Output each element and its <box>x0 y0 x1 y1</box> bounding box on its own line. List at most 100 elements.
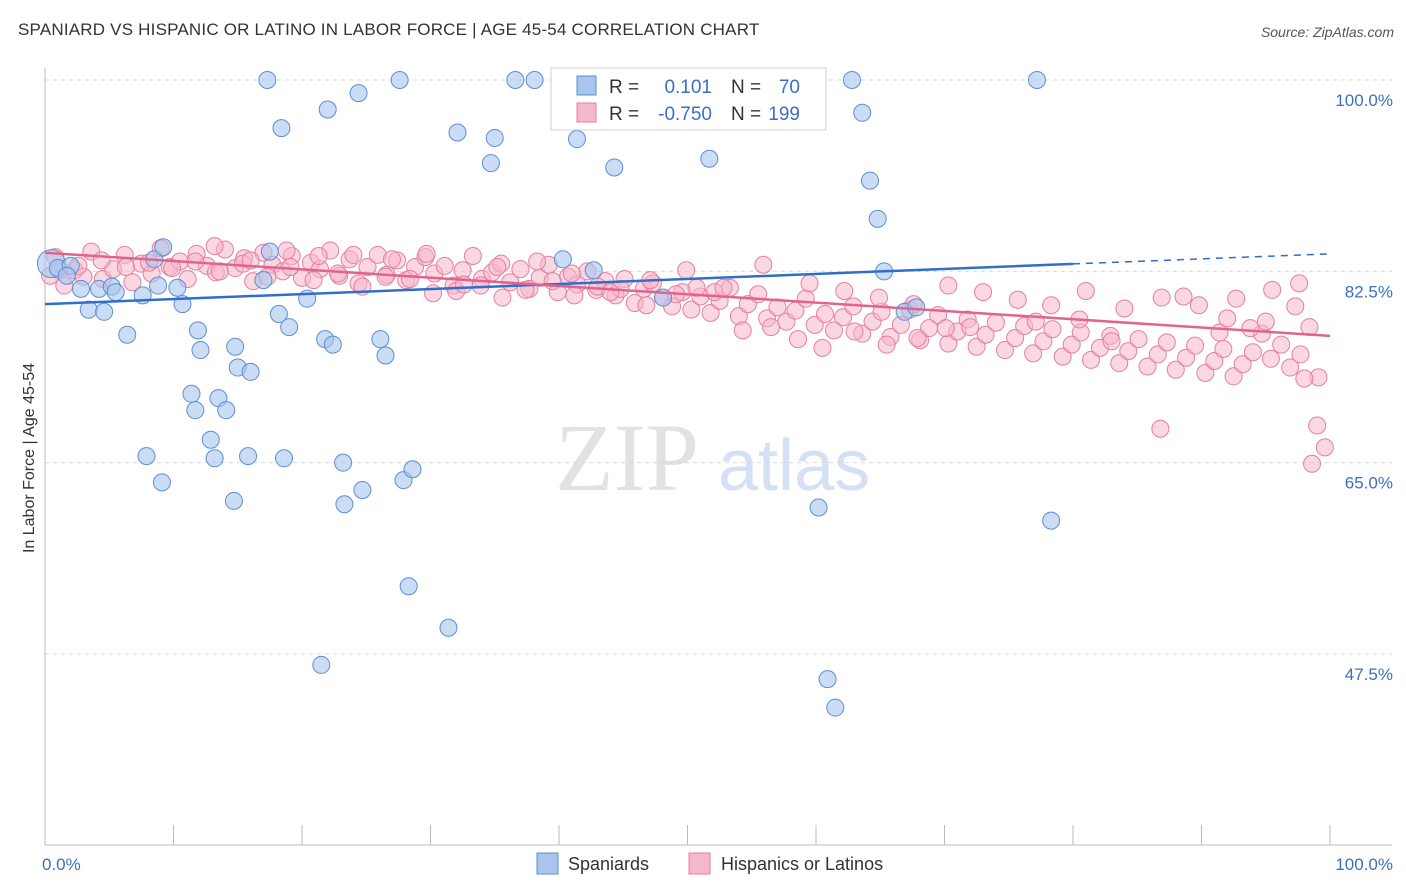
spaniard-point <box>481 154 500 173</box>
hispanic-point <box>92 251 111 270</box>
hispanic-point <box>986 313 1005 332</box>
spaniard-point <box>154 238 173 257</box>
hispanic-point <box>1315 438 1334 457</box>
spaniard-point <box>312 655 331 674</box>
hispanic-point <box>995 341 1014 360</box>
spaniard-point <box>275 449 294 468</box>
hispanic-point <box>562 264 581 283</box>
hispanic-point <box>511 260 530 279</box>
spaniard-point <box>1042 511 1061 530</box>
hispanic-points <box>41 237 1334 473</box>
spaniard-point <box>353 481 372 499</box>
spaniard-point <box>318 100 337 119</box>
spaniard-point <box>224 491 243 510</box>
hispanic-point <box>974 283 993 302</box>
hispanic-point <box>701 303 720 322</box>
hispanic-point <box>813 338 832 357</box>
spaniard-point <box>57 266 76 285</box>
hispanic-point <box>714 278 733 297</box>
hispanic-point <box>1042 296 1061 315</box>
y-tick-label: 82.5% <box>1345 282 1393 301</box>
hispanic-point <box>358 257 377 276</box>
hispanic-point <box>1174 287 1193 306</box>
hispanic-point <box>1263 280 1282 299</box>
hispanic-point <box>754 255 773 274</box>
hispanic-point <box>376 267 395 286</box>
spaniard-point <box>168 278 187 297</box>
series-legend-swatch-hispanics <box>688 852 711 875</box>
spaniard-point <box>205 449 224 468</box>
hispanic-point <box>939 276 958 295</box>
hispanic-point <box>824 321 843 340</box>
hispanic-point <box>877 335 896 354</box>
hispanic-point <box>961 318 980 337</box>
hispanic-point <box>1256 312 1275 331</box>
spaniard-point <box>371 330 390 349</box>
hispanic-point <box>835 282 854 301</box>
spaniard-point <box>485 128 504 147</box>
spaniard-point <box>853 103 872 122</box>
spaniard-point <box>182 384 201 403</box>
hispanic-point <box>1243 343 1262 362</box>
spaniard-point <box>188 321 207 340</box>
hispanic-point <box>309 247 328 266</box>
hispanic-trend-line <box>44 251 1331 338</box>
hispanic-point <box>967 337 986 356</box>
legend-r-label-1: R = <box>609 77 639 98</box>
hispanic-point <box>1241 319 1260 338</box>
hispanic-point <box>677 261 696 280</box>
spaniard-point <box>269 304 288 323</box>
hispanic-point <box>833 308 852 327</box>
spaniard-points <box>36 71 1061 717</box>
hispanic-point <box>733 321 752 340</box>
watermark-atlas: atlas <box>718 426 870 506</box>
hispanic-point <box>1006 329 1025 348</box>
hispanic-point <box>1129 330 1148 349</box>
spaniard-point <box>842 71 861 89</box>
hispanic-point <box>1148 345 1167 364</box>
hispanic-point <box>908 329 927 348</box>
hispanic-point <box>205 237 224 256</box>
tick-labels: 100.0% 82.5% 65.0% 47.5% 0.0% 100.0% <box>42 91 1393 874</box>
x-tick-label-min: 0.0% <box>42 855 81 874</box>
hispanic-point <box>1218 309 1237 328</box>
hispanic-point <box>601 283 620 302</box>
hispanic-point <box>1281 358 1300 377</box>
series-legend-label-spaniards: Spaniards <box>568 854 649 874</box>
spaniard-trend-extension <box>1072 253 1331 265</box>
spaniard-point <box>448 123 467 142</box>
hispanic-point <box>1119 342 1138 361</box>
spaniard-point <box>71 279 90 298</box>
hispanic-point <box>1295 369 1314 388</box>
hispanic-point <box>1110 354 1129 373</box>
spaniard-point <box>809 498 828 517</box>
hispanic-point <box>116 257 135 276</box>
hispanic-point <box>1115 299 1134 318</box>
spaniard-point <box>152 473 171 492</box>
spaniard-point <box>390 71 409 89</box>
spaniard-point <box>1028 71 1047 89</box>
hispanic-point <box>1008 290 1027 309</box>
spaniard-point <box>826 698 845 717</box>
spaniard-trend-line <box>44 262 1074 306</box>
spaniard-point <box>258 71 277 89</box>
spaniard-point <box>191 341 210 360</box>
legend-swatch-hispanics <box>576 102 597 123</box>
spaniard-point <box>567 130 586 149</box>
hispanic-point <box>1062 335 1081 354</box>
spaniard-point <box>439 618 458 637</box>
hispanic-point <box>1151 419 1170 438</box>
spaniard-point <box>272 119 291 138</box>
spaniard-point <box>186 401 205 420</box>
hispanic-point <box>796 289 815 308</box>
hispanic-point <box>1138 357 1157 376</box>
hispanic-point <box>762 318 781 337</box>
hispanic-point <box>528 252 547 271</box>
spaniard-point <box>254 271 273 290</box>
spaniard-point <box>605 158 624 177</box>
hispanic-point <box>1272 335 1291 354</box>
hispanic-point <box>488 257 507 276</box>
spaniard-point <box>525 71 544 89</box>
hispanic-point <box>800 274 819 293</box>
spaniard-point <box>106 283 125 302</box>
